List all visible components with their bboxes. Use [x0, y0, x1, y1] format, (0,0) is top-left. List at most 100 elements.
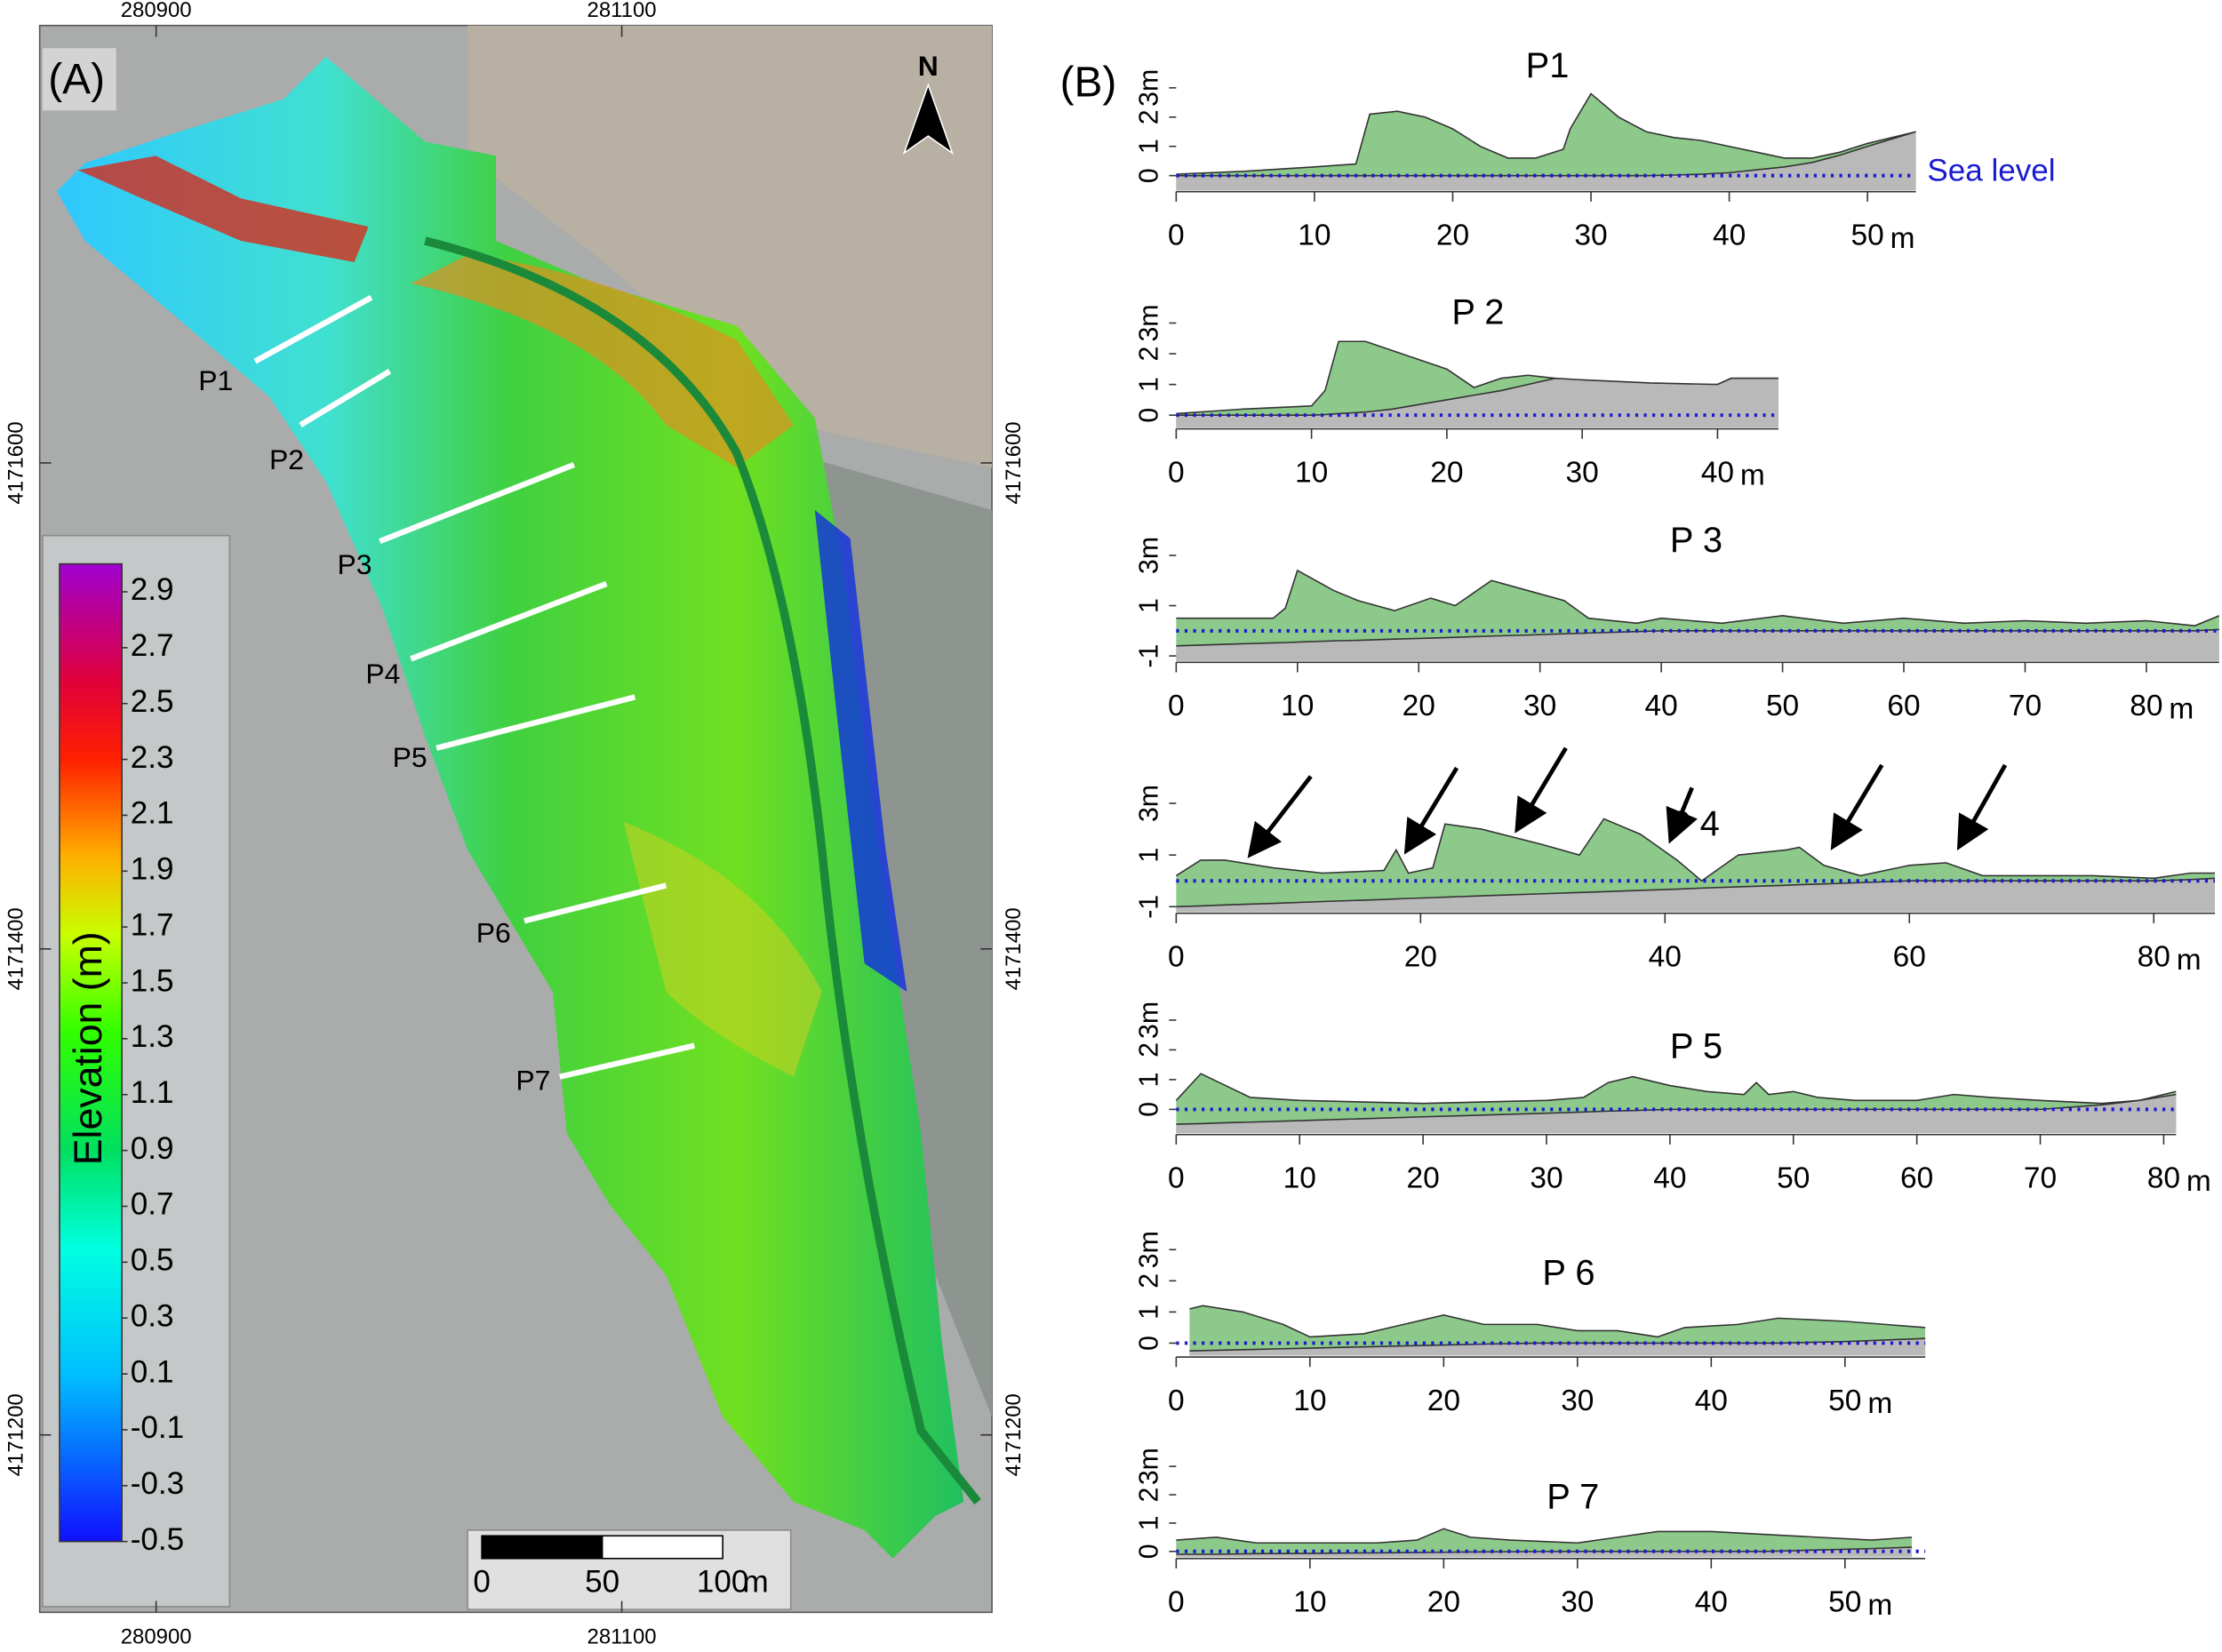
- profile-title: P 5: [1670, 1026, 1722, 1065]
- profile-line: [410, 580, 608, 662]
- surface-area: [1176, 1528, 1913, 1558]
- colorbar-tick-label: 2.9: [131, 572, 174, 607]
- x-tick-label: 80: [2138, 941, 2170, 974]
- colorbar-tick-label: 0.9: [131, 1131, 174, 1166]
- y-tick-label: 2: [1135, 347, 1164, 362]
- x-tick-label: 0: [1168, 219, 1185, 252]
- x-tick-label: 60: [1887, 690, 1920, 722]
- profile: 0 10 20 30 40 50 60 70 80 m 0 1 2 3m P 5: [1135, 1002, 2211, 1198]
- x-tick-label: 20: [1427, 1586, 1460, 1619]
- y-tick-label: 3m: [1135, 1448, 1164, 1485]
- scalebar-segment: [601, 1535, 723, 1560]
- profile-title: P 2: [1451, 292, 1504, 331]
- x-tick-label: 30: [1561, 1385, 1594, 1417]
- x-tick-label: 0: [1168, 1385, 1185, 1417]
- x-tick-label: 0: [1168, 941, 1185, 974]
- arrow: [1515, 746, 1568, 834]
- profile: 0 10 20 30 40 50 60 70 80 m -1 1 3m P 3: [1135, 521, 2220, 725]
- profile-line: [524, 882, 667, 924]
- x-unit: m: [2186, 1165, 2211, 1198]
- colorbar-tick-label: 1.9: [131, 852, 174, 887]
- x-tick-label: 70: [2009, 690, 2042, 722]
- base-line: [1176, 877, 2216, 908]
- surface-line: [1176, 569, 2220, 626]
- profile-line: [559, 1042, 695, 1080]
- surface-line: [1176, 1528, 1913, 1544]
- annotation: Sea level: [1927, 154, 2055, 188]
- dune-high: [411, 254, 794, 468]
- x-tick-label: 40: [1653, 1162, 1686, 1195]
- base-area: [1176, 878, 2215, 913]
- x-tick-label: 10: [1293, 1385, 1326, 1417]
- x-tick-label: 10: [1283, 1162, 1316, 1195]
- y-tick-label: 2: [1135, 1488, 1164, 1503]
- x-unit: m: [1890, 222, 1915, 255]
- base-line: [1176, 131, 1916, 177]
- profile-label: P7: [516, 1064, 550, 1096]
- colorbar-tick-label: -0.1: [131, 1410, 184, 1445]
- x-tick-label: 70: [2024, 1162, 2057, 1195]
- y-tick-label: 3m: [1135, 69, 1164, 107]
- road: [424, 236, 981, 1504]
- colorbar-tick-label: 2.7: [131, 628, 174, 663]
- surface-line: [1175, 818, 2215, 882]
- y-tick-label: -1: [1135, 895, 1164, 919]
- profile-label: P2: [269, 443, 304, 475]
- x-tick-label: 50: [1777, 1162, 1810, 1195]
- x-unit: m: [1867, 1387, 1892, 1420]
- north-arrow: [902, 83, 955, 156]
- profile-label: P5: [393, 741, 428, 773]
- colorbar-tick-label: 1.3: [131, 1019, 174, 1054]
- x-tick-label: 280900: [121, 1624, 192, 1648]
- x-unit: m: [1867, 1589, 1892, 1622]
- colorbar: [59, 563, 123, 1543]
- y-tick-label: 4171600: [1002, 421, 1026, 504]
- arrows: [1247, 746, 2008, 858]
- x-tick-label: 20: [1403, 690, 1435, 722]
- base-line: [1189, 1337, 1926, 1352]
- scalebar-unit: m: [742, 1565, 768, 1600]
- profile-label: P6: [476, 917, 511, 949]
- y-tick-label: 3m: [1135, 1231, 1164, 1268]
- arrow: [1247, 775, 1313, 858]
- x-tick-label: 30: [1530, 1162, 1563, 1195]
- colorbar-tick-label: 2.3: [131, 740, 174, 775]
- x-tick-label: 40: [1695, 1385, 1728, 1417]
- y-tick-label: 4171400: [1002, 907, 1026, 990]
- y-tick-label: 1: [1135, 1072, 1164, 1087]
- profile-label: P4: [365, 658, 400, 690]
- profile-labels: P1 P2 P3 P4 P5 P6 P7: [198, 364, 550, 1097]
- x-tick-label: 10: [1293, 1586, 1326, 1619]
- y-tick-label: 3m: [1135, 537, 1164, 574]
- x-tick-label: 20: [1427, 1385, 1460, 1417]
- panel-label: (B): [1060, 59, 1117, 106]
- base-area: [1176, 629, 2219, 661]
- label-box: [42, 48, 116, 111]
- x-tick-label: 60: [1900, 1162, 1933, 1195]
- profile-title: P1: [1526, 46, 1570, 85]
- y-tick-label: 1: [1135, 848, 1164, 863]
- y-tick-label: -1: [1135, 644, 1164, 668]
- x-tick-label: 0: [1168, 1162, 1185, 1195]
- x-tick-label: 20: [1430, 456, 1463, 489]
- colorbar-tick-label: -0.5: [131, 1522, 184, 1557]
- profile-title: P 3: [1670, 521, 1722, 560]
- y-tick-label: 0: [1135, 1102, 1164, 1117]
- base-line: [1176, 628, 2219, 647]
- x-tick-label: 281100: [587, 0, 657, 22]
- y-tick-label: 4171600: [4, 421, 28, 504]
- map: P1 P2 P3 P4 P5 P6 P7 (A) N Elevation (m): [38, 24, 993, 1614]
- y-tick-label: 1: [1135, 377, 1164, 392]
- colorbar-tick-label: 1.7: [131, 907, 174, 942]
- x-tick-label: 80: [2130, 690, 2162, 722]
- y-tick-label: 4171400: [4, 907, 28, 990]
- profile-title: P 7: [1547, 1477, 1599, 1516]
- profile-lines: [253, 295, 695, 1080]
- colorbar-tick-label: 0.3: [131, 1298, 174, 1333]
- colorbar-tick-label: 1.1: [131, 1075, 174, 1110]
- x-tick-label: 60: [1893, 941, 1926, 974]
- surface-line: [1189, 1305, 1926, 1338]
- scalebar-label: 50: [585, 1565, 619, 1600]
